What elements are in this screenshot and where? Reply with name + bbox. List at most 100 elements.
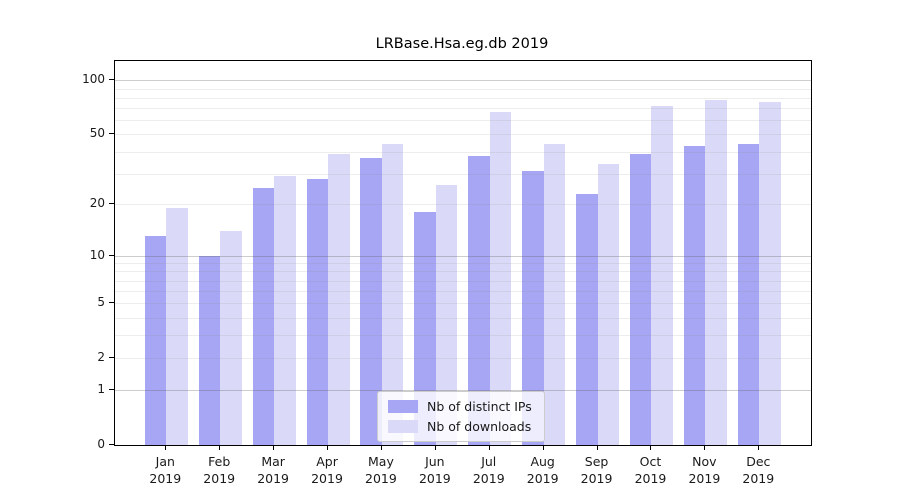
bar-ips-mar bbox=[252, 187, 275, 445]
x-tick-month-feb: Feb bbox=[208, 454, 231, 469]
y-tick-label-20: 20 bbox=[89, 196, 105, 211]
legend: Nb of distinct IPs Nb of downloads bbox=[377, 391, 545, 442]
x-tick-year-feb: 2019 bbox=[203, 471, 236, 486]
x-tick-month-nov: Nov bbox=[692, 454, 717, 469]
x-tick-month-sep: Sep bbox=[584, 454, 609, 469]
x-tick-year-mar: 2019 bbox=[257, 471, 290, 486]
x-tick-mark-sep bbox=[596, 445, 598, 450]
x-tick-year-nov: 2019 bbox=[688, 471, 721, 486]
bar-downloads-feb bbox=[220, 231, 242, 445]
bar-downloads-apr bbox=[328, 153, 350, 445]
x-tick-year-aug: 2019 bbox=[526, 471, 559, 486]
x-tick-year-may: 2019 bbox=[365, 471, 397, 486]
x-tick-mark-dec bbox=[758, 445, 760, 450]
bar-ips-apr bbox=[306, 178, 329, 445]
bar-downloads-mar bbox=[274, 176, 296, 445]
gridline-minor-7 bbox=[115, 280, 811, 282]
gridline-minor-60 bbox=[115, 120, 811, 122]
y-tick-label-1: 1 bbox=[97, 382, 105, 397]
x-tick-mark-jul bbox=[488, 445, 490, 450]
bar-downloads-may bbox=[381, 144, 404, 445]
bar-ips-jul bbox=[468, 155, 490, 445]
bar-ips-sep bbox=[576, 193, 598, 445]
bar-ips-aug bbox=[522, 171, 544, 445]
gridline-minor-80 bbox=[115, 97, 811, 99]
y-tick-label-100: 100 bbox=[82, 72, 105, 87]
x-tick-mark-jan bbox=[165, 445, 167, 450]
y-tick-mark-20 bbox=[109, 203, 114, 205]
bar-ips-may bbox=[360, 157, 382, 445]
legend-item-downloads: Nb of downloads bbox=[388, 419, 532, 434]
y-tick-mark-100 bbox=[109, 79, 114, 81]
x-tick-mark-nov bbox=[704, 445, 706, 450]
x-tick-label-mar: Mar 2019 bbox=[241, 453, 305, 487]
x-tick-label-aug: Aug 2019 bbox=[511, 453, 575, 487]
x-tick-month-oct: Oct bbox=[639, 454, 662, 469]
bar-downloads-jun bbox=[435, 184, 458, 445]
x-tick-mark-jun bbox=[434, 445, 436, 450]
x-tick-year-jun: 2019 bbox=[418, 471, 451, 486]
bar-downloads-dec bbox=[759, 101, 781, 445]
gridline-minor-90 bbox=[115, 88, 811, 90]
gridline-minor-6 bbox=[115, 291, 811, 293]
x-tick-year-sep: 2019 bbox=[580, 471, 613, 486]
x-tick-mark-mar bbox=[273, 445, 275, 450]
bar-downloads-jan bbox=[166, 208, 188, 445]
y-tick-mark-2 bbox=[109, 357, 114, 359]
legend-swatch-distinct-ips bbox=[388, 400, 418, 413]
x-tick-month-jun: Jun bbox=[425, 454, 445, 469]
x-tick-label-dec: Dec 2019 bbox=[726, 453, 790, 487]
y-tick-label-2: 2 bbox=[97, 350, 105, 365]
bar-ips-feb bbox=[198, 255, 221, 445]
gridline-minor-50 bbox=[115, 134, 811, 136]
x-tick-month-dec: Dec bbox=[746, 454, 771, 469]
bar-ips-nov bbox=[683, 145, 706, 445]
x-tick-year-jul: 2019 bbox=[472, 471, 505, 486]
bar-downloads-jul bbox=[489, 111, 512, 445]
legend-swatch-downloads bbox=[388, 420, 418, 433]
bar-downloads-aug bbox=[543, 144, 566, 445]
gridline-minor-3 bbox=[115, 335, 811, 337]
gridline-major-10 bbox=[115, 255, 811, 257]
y-tick-mark-5 bbox=[109, 302, 114, 304]
x-tick-year-dec: 2019 bbox=[742, 471, 775, 486]
x-tick-year-apr: 2019 bbox=[311, 471, 343, 486]
x-tick-month-may: May bbox=[368, 454, 394, 469]
x-tick-mark-aug bbox=[542, 445, 544, 450]
bar-ips-jan bbox=[144, 236, 167, 445]
gridline-major-100 bbox=[115, 80, 811, 82]
x-tick-month-mar: Mar bbox=[261, 454, 285, 469]
y-tick-label-10: 10 bbox=[89, 247, 105, 262]
x-tick-label-jun: Jun 2019 bbox=[403, 453, 467, 487]
x-tick-label-feb: Feb 2019 bbox=[187, 453, 251, 487]
bar-downloads-sep bbox=[597, 164, 620, 445]
x-tick-label-jan: Jan 2019 bbox=[133, 453, 197, 487]
y-tick-mark-1 bbox=[109, 389, 114, 391]
bar-downloads-oct bbox=[651, 105, 673, 445]
bar-ips-dec bbox=[737, 144, 760, 445]
x-tick-mark-oct bbox=[650, 445, 652, 450]
bar-ips-oct bbox=[629, 153, 652, 445]
chart-title: LRBase.Hsa.eg.db 2019 bbox=[375, 36, 549, 52]
gridline-minor-2 bbox=[115, 358, 811, 360]
x-tick-mark-may bbox=[380, 445, 382, 450]
legend-label-distinct-ips: Nb of distinct IPs bbox=[427, 399, 532, 414]
x-tick-month-jul: Jul bbox=[481, 454, 497, 469]
gridline-minor-8 bbox=[115, 271, 811, 273]
x-tick-mark-feb bbox=[219, 445, 221, 450]
y-tick-mark-0 bbox=[109, 444, 114, 445]
legend-label-downloads: Nb of downloads bbox=[427, 419, 532, 434]
y-tick-label-50: 50 bbox=[89, 126, 105, 141]
y-tick-label-0: 0 bbox=[97, 437, 105, 451]
x-tick-label-nov: Nov 2019 bbox=[672, 453, 736, 487]
x-tick-label-sep: Sep 2019 bbox=[565, 453, 629, 487]
gridline-minor-40 bbox=[115, 151, 811, 153]
x-tick-year-oct: 2019 bbox=[634, 471, 667, 486]
x-tick-year-jan: 2019 bbox=[149, 471, 182, 486]
legend-item-distinct-ips: Nb of distinct IPs bbox=[388, 399, 532, 414]
x-tick-label-may: May 2019 bbox=[349, 453, 413, 487]
gridline-minor-4 bbox=[115, 317, 811, 319]
x-tick-label-jul: Jul 2019 bbox=[457, 453, 521, 487]
x-tick-month-jan: Jan bbox=[155, 454, 175, 469]
y-tick-label-5: 5 bbox=[97, 295, 105, 310]
